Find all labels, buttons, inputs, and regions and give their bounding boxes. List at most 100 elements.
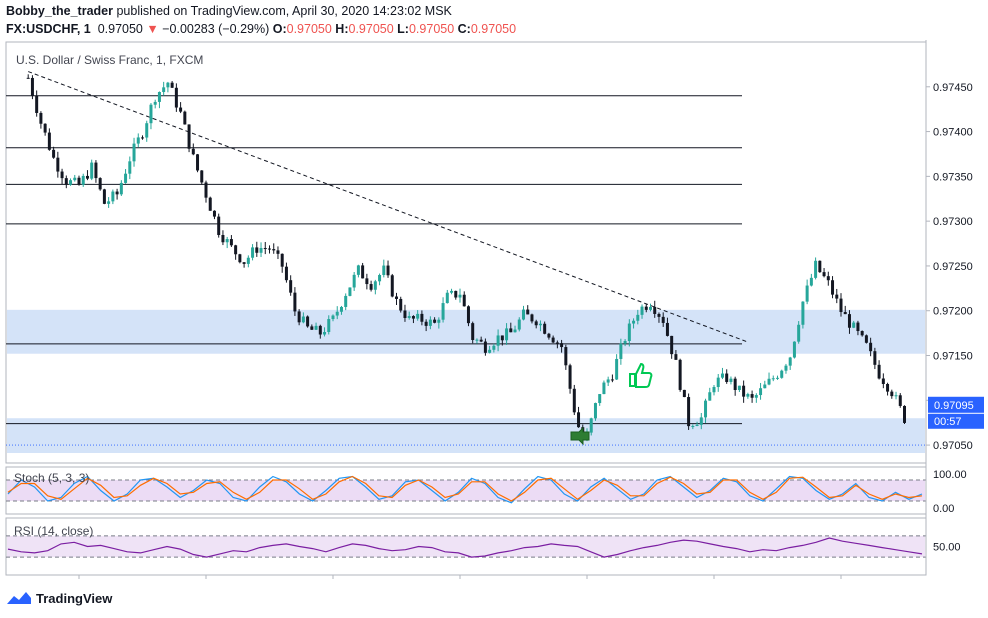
candle-body [35,95,39,113]
price-tick-label: 0.97350 [933,171,973,183]
candle-body [424,321,428,326]
candle-body [831,280,835,295]
candle-body [289,280,293,293]
candle-body [843,312,847,315]
candle-body [894,395,898,397]
candle-body [530,314,534,322]
candle-body [212,210,216,217]
candle-body [174,87,178,108]
candle-body [276,250,280,254]
candle-body [437,319,441,323]
candle-body [314,325,318,330]
candle-body [26,77,30,79]
candle-body [221,235,225,243]
candle-body [378,274,382,282]
candle-body [475,339,479,341]
high-label: H: [335,22,349,36]
candle-body [263,248,267,250]
candle-body [433,319,437,323]
candle-body [877,364,881,379]
candle-body [428,319,432,326]
candle-body [458,294,462,298]
candle-body [856,322,860,332]
stoch-series-line [7,475,923,502]
price-change: −0.00283 (−0.29%) [162,22,270,36]
candle-body [560,343,564,348]
price-tick-label: 0.97450 [933,82,973,94]
stoch-tick-label: 0.00 [933,503,954,515]
candle-body [860,331,864,336]
candle-body [776,377,779,379]
price-tick-label: 0.97400 [933,127,973,139]
chart-area[interactable]: U.S. Dollar / Swiss Franc, 1, FXCM 0.9745… [0,40,988,585]
candle-body [149,104,153,124]
candle-body [301,316,305,323]
candle-body [509,328,513,333]
candle-body [678,359,682,390]
candle-body [763,384,767,389]
candle-body [395,296,398,299]
candle-body [191,148,195,155]
stoch-series-line [7,475,923,504]
candle-body [69,180,73,185]
candle-body [382,265,386,275]
candle-body [716,377,720,388]
candle-body [60,171,64,179]
candle-body [720,373,724,378]
candle-body [699,417,703,425]
candle-body [454,290,458,298]
tradingview-logo-icon [7,592,31,604]
candle-body [547,333,551,338]
open-value: 0.97050 [286,22,332,36]
time-tick-label: 12:30 [700,584,730,585]
price-tick-label: 0.97150 [933,351,973,363]
candle-body [318,325,322,335]
author-name[interactable]: Bobby_the_trader [6,4,113,18]
candle-body [665,322,669,336]
price-tick-label: 0.97250 [933,261,973,273]
countdown-label-bg [928,413,984,429]
high-value: 0.97050 [348,22,394,36]
candle-body [162,87,166,93]
candle-body [466,306,470,324]
candle-body [636,314,640,321]
time-tick-label: 10:30 [192,584,222,585]
candle-body [513,329,517,333]
candle-body [568,365,572,389]
candle-body [255,247,259,253]
candle-body [238,254,242,263]
candle-body [687,397,691,427]
candle-body [293,292,297,312]
candle-body [365,278,369,285]
candle-body [115,191,119,195]
candle-body [259,248,263,253]
candle-body [759,388,763,396]
candle-body [750,394,754,398]
time-tick-label: 10:00 [65,584,95,585]
close-value: 0.97050 [470,22,517,36]
tradingview-text[interactable]: TradingView [36,590,113,606]
candle-body [284,266,288,281]
candle-body [187,124,191,149]
candle-body [179,107,183,112]
candle-body [543,323,547,334]
price-tick-label: 0.97050 [933,440,973,452]
candle-body [450,290,454,293]
candle-body [225,239,229,243]
candle-body [43,123,47,133]
candle-body [742,385,746,397]
symbol-label: FX:USDCHF, 1 [6,22,91,36]
stoch-tick-label: 100.00 [933,469,967,481]
candle-body [767,378,771,385]
candle-body [335,311,339,316]
candle-body [505,328,509,341]
candle-body [352,274,356,288]
publish-info: Bobby_the_trader published on TradingVie… [6,4,452,18]
candle-body [492,345,496,350]
candle-body [852,322,856,328]
candle-body [674,354,678,360]
candle-body [356,265,360,275]
candle-body [483,341,487,353]
candle-body [268,248,271,250]
candle-body [242,262,246,264]
